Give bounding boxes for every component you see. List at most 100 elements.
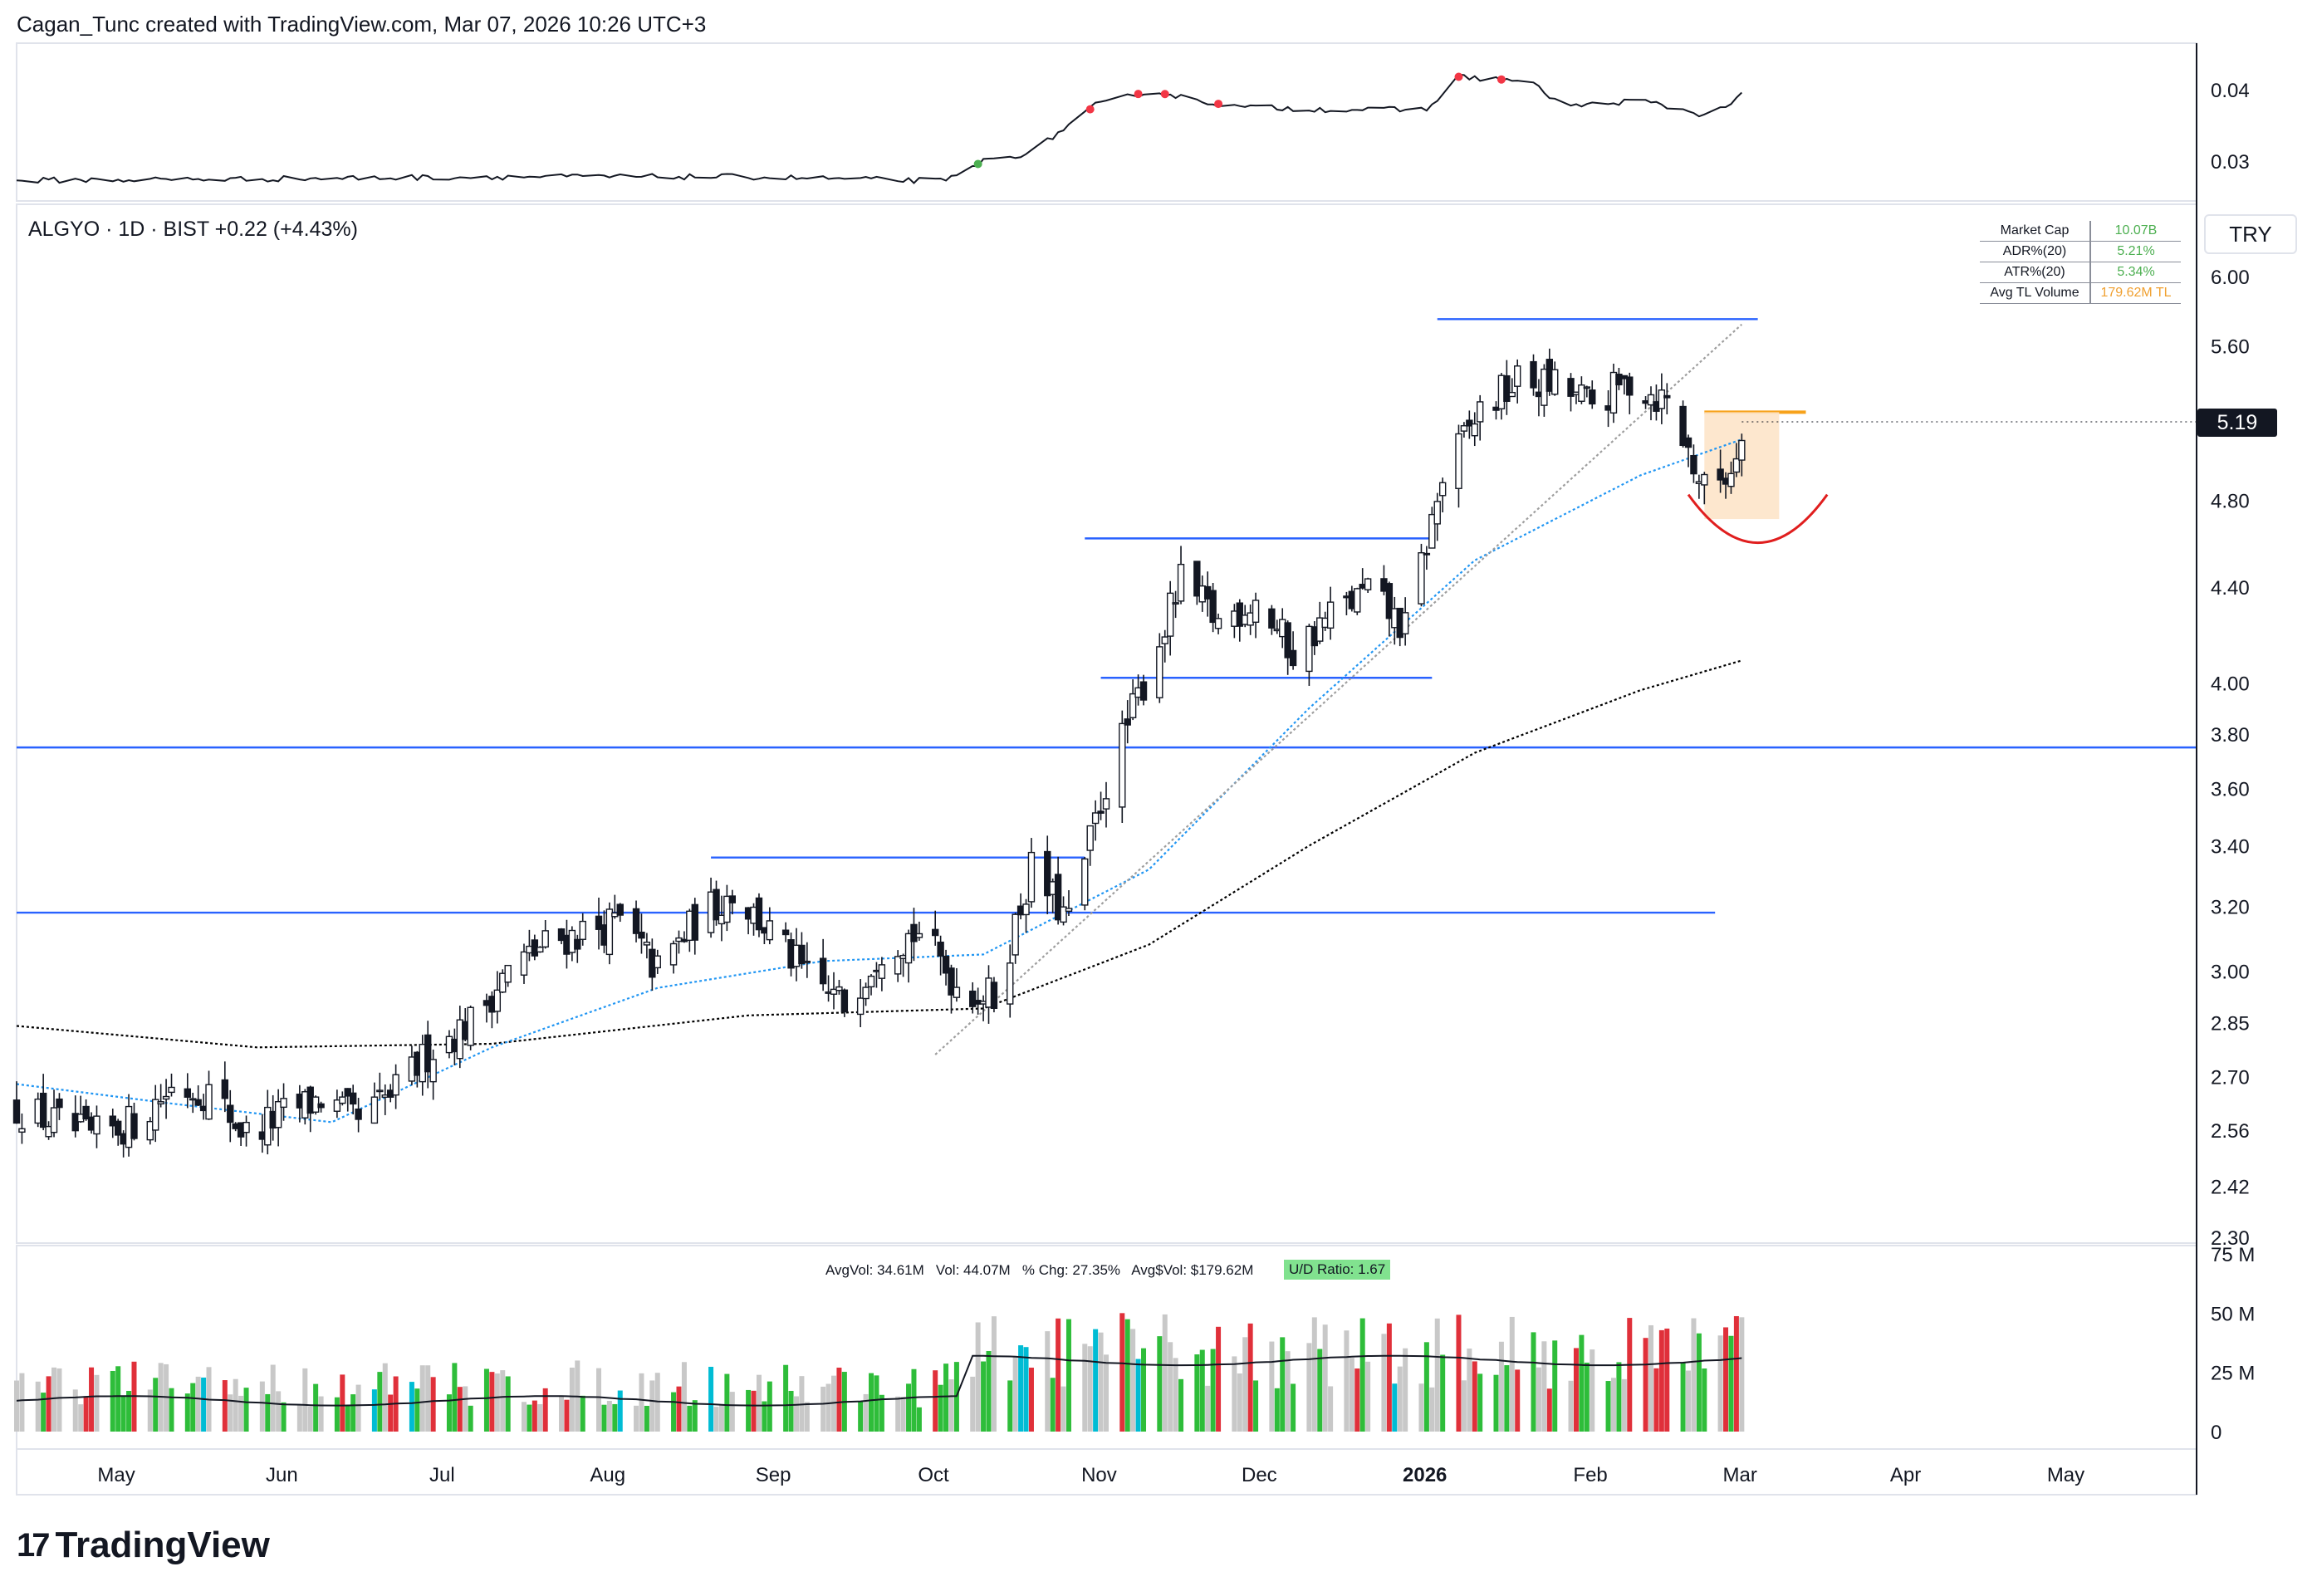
candle-body [1214, 618, 1222, 629]
volume-bar [1012, 1356, 1018, 1432]
candle-body [1658, 389, 1666, 409]
volume-bar [1493, 1374, 1499, 1432]
candle-body [1690, 454, 1697, 475]
volume-bar [1605, 1381, 1611, 1432]
candle-body [1701, 473, 1708, 486]
candle-body [1738, 439, 1746, 461]
volume-bar [56, 1368, 62, 1432]
candle-body [948, 967, 955, 996]
volume-bar [1280, 1337, 1286, 1432]
candle-body [1423, 552, 1431, 556]
candle-body [333, 1099, 341, 1112]
volume-bar [569, 1367, 575, 1432]
candle-body [910, 923, 918, 942]
volume-tick-label: 75 M [2211, 1244, 2255, 1266]
volume-bar [1616, 1362, 1622, 1432]
stats-row: Market Cap 10.07B [1980, 221, 2181, 242]
volume-bar [1568, 1380, 1574, 1432]
indicator-signal-dot [1214, 100, 1223, 109]
candle-body [1054, 874, 1062, 921]
candle-body [1081, 858, 1089, 906]
candle-body [595, 915, 603, 930]
volume-bar [606, 1401, 612, 1432]
volume-bar [500, 1370, 506, 1432]
candle-body [1354, 588, 1361, 613]
candle-body [504, 964, 512, 983]
indicator-signal-dot [1496, 75, 1506, 84]
currency-button[interactable]: TRY [2204, 214, 2297, 254]
volume-bar [409, 1382, 414, 1432]
volume-bar [377, 1372, 383, 1432]
volume-bar [1359, 1318, 1365, 1432]
volume-bar [948, 1379, 954, 1432]
volume-bar [1386, 1323, 1392, 1432]
volume-bar [72, 1389, 78, 1432]
volume-bar [767, 1381, 772, 1432]
volume-bar [276, 1391, 282, 1432]
chart-credit: Cagan_Tunc created with TradingView.com,… [17, 12, 707, 37]
price-tick-label: 4.00 [2211, 673, 2250, 695]
volume-bar [1664, 1328, 1670, 1432]
candle-body [830, 988, 838, 995]
price-tick-label: 3.00 [2211, 961, 2250, 983]
candle-body [392, 1074, 399, 1096]
volume-bar [483, 1368, 489, 1432]
volume-bar [863, 1393, 869, 1432]
volume-bar [1098, 1332, 1104, 1432]
volume-bar [617, 1390, 623, 1432]
volume-bar [916, 1407, 922, 1432]
volume-bar [825, 1383, 831, 1432]
volume-bar [1232, 1356, 1237, 1432]
volume-bar [644, 1405, 649, 1432]
candle-body [146, 1120, 154, 1141]
price-tick-label: 4.80 [2211, 490, 2250, 512]
volume-bar [724, 1373, 730, 1432]
volume-bar [1691, 1318, 1697, 1432]
candle-body [557, 928, 566, 942]
volume-bar [874, 1375, 879, 1432]
volume-bar [521, 1402, 527, 1432]
volume-bar [35, 1381, 41, 1432]
volume-bar [147, 1389, 153, 1432]
price-tick-label: 2.85 [2211, 1012, 2250, 1035]
candle-body [691, 903, 698, 941]
volume-bar [1093, 1329, 1099, 1432]
candle-body [1503, 375, 1511, 402]
volume-bar [452, 1363, 458, 1432]
volume-bar [1541, 1341, 1547, 1432]
volume-bar [1579, 1334, 1585, 1432]
volume-bar [430, 1377, 436, 1432]
volume-bar [531, 1400, 537, 1432]
price-tick-label: 2.70 [2211, 1067, 2250, 1089]
candle-body [1091, 812, 1100, 825]
price-tick-label: 4.40 [2211, 577, 2250, 600]
candle-body [654, 955, 661, 969]
candle-body [1007, 962, 1014, 1005]
date-tick-label: Feb [1573, 1464, 1607, 1486]
candle-body [194, 1099, 202, 1106]
candle-body [355, 1108, 362, 1120]
volume-bar [468, 1405, 473, 1432]
volume-bar [201, 1377, 207, 1432]
candle-body [1679, 405, 1687, 447]
candle-body [605, 908, 614, 956]
volume-bar [1216, 1326, 1222, 1432]
candle-body [937, 941, 944, 957]
candle-body [1583, 386, 1591, 389]
volume-bar [1018, 1345, 1024, 1432]
candle-body [1022, 903, 1030, 916]
volume-bar [804, 1402, 810, 1432]
volume-bar [1365, 1361, 1371, 1432]
volume-bar [419, 1365, 425, 1432]
volume-bar [1461, 1380, 1467, 1432]
tradingview-logo[interactable]: 17 TradingView [17, 1525, 270, 1566]
candle-body [1508, 391, 1516, 398]
price-pane[interactable] [12, 318, 2197, 1158]
candle-body [1530, 360, 1537, 389]
volume-bar [14, 1380, 19, 1432]
indicator-signal-dot [973, 159, 982, 169]
volume-bar [836, 1367, 842, 1432]
volume-bar [1173, 1358, 1178, 1432]
volume-bar [334, 1397, 340, 1432]
